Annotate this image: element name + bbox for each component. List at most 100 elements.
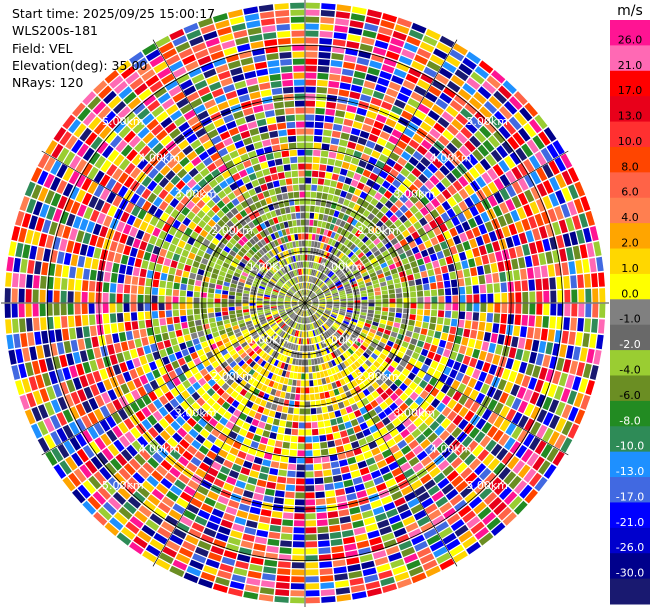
velocity-cell xyxy=(296,471,305,478)
velocity-cell xyxy=(349,263,356,270)
velocity-cell xyxy=(305,303,312,305)
velocity-cell xyxy=(354,360,361,368)
velocity-cell xyxy=(179,290,186,297)
velocity-cell xyxy=(313,463,323,471)
velocity-cell xyxy=(469,116,483,129)
velocity-cell xyxy=(293,527,305,534)
velocity-cell xyxy=(368,493,380,502)
velocity-cell xyxy=(348,570,363,579)
velocity-cell xyxy=(417,79,431,90)
velocity-cell xyxy=(410,297,417,303)
velocity-cell xyxy=(488,364,498,375)
velocity-cell xyxy=(340,370,347,378)
velocity-cell xyxy=(265,445,274,453)
velocity-cell xyxy=(370,198,379,207)
velocity-cell xyxy=(305,590,320,597)
velocity-cell xyxy=(531,339,540,352)
velocity-cell xyxy=(316,192,323,199)
velocity-cell xyxy=(5,319,12,334)
velocity-cell xyxy=(417,370,426,379)
velocity-cell xyxy=(132,238,141,249)
velocity-cell xyxy=(340,300,347,303)
velocity-cell xyxy=(400,134,411,144)
velocity-cell xyxy=(451,168,462,179)
velocity-cell xyxy=(305,301,312,303)
velocity-cell xyxy=(424,151,436,162)
velocity-cell xyxy=(309,292,314,298)
velocity-cell xyxy=(313,314,318,320)
velocity-cell xyxy=(328,262,334,269)
velocity-cell xyxy=(68,278,75,291)
velocity-cell xyxy=(392,369,401,378)
velocity-cell xyxy=(404,162,415,172)
velocity-cell xyxy=(407,173,417,183)
velocity-cell xyxy=(461,158,473,170)
velocity-cell xyxy=(378,365,386,373)
velocity-cell xyxy=(195,280,202,287)
velocity-cell xyxy=(272,454,281,462)
velocity-cell xyxy=(447,263,455,272)
velocity-cell xyxy=(466,294,473,303)
velocity-cell xyxy=(286,385,292,393)
velocity-cell xyxy=(564,303,571,317)
velocity-cell xyxy=(560,153,573,169)
velocity-cell xyxy=(492,205,503,217)
velocity-cell xyxy=(445,376,454,387)
velocity-cell xyxy=(333,350,339,357)
velocity-cell xyxy=(288,350,292,357)
velocity-cell xyxy=(536,183,548,197)
velocity-cell xyxy=(270,461,280,469)
velocity-cell xyxy=(316,291,323,295)
velocity-cell xyxy=(346,105,357,113)
velocity-cell xyxy=(370,342,378,349)
velocity-cell xyxy=(310,284,314,290)
velocity-cell xyxy=(326,305,333,308)
velocity-cell xyxy=(398,55,413,66)
velocity-cell xyxy=(445,303,452,311)
velocity-cell xyxy=(405,249,413,257)
velocity-cell xyxy=(324,291,331,296)
velocity-cell xyxy=(508,96,523,110)
velocity-cell xyxy=(82,232,92,245)
velocity-cell xyxy=(372,550,387,560)
velocity-cell xyxy=(421,497,434,509)
velocity-cell xyxy=(299,310,303,316)
velocity-cell xyxy=(562,233,572,247)
velocity-cell xyxy=(330,247,337,254)
velocity-cell xyxy=(480,294,487,303)
velocity-cell xyxy=(243,591,259,600)
velocity-cell xyxy=(401,445,412,455)
velocity-cell xyxy=(389,194,398,204)
velocity-cell xyxy=(378,107,390,117)
velocity-cell xyxy=(261,384,268,392)
velocity-cell xyxy=(318,309,324,313)
velocity-cell xyxy=(331,468,341,476)
velocity-cell xyxy=(77,255,86,268)
velocity-cell xyxy=(297,345,301,352)
velocity-cell xyxy=(505,184,517,198)
velocity-cell xyxy=(558,372,568,387)
velocity-cell xyxy=(507,136,520,150)
velocity-cell xyxy=(186,290,193,297)
velocity-cell xyxy=(399,86,413,97)
velocity-cell xyxy=(308,317,311,323)
velocity-cell xyxy=(324,115,334,123)
velocity-cell xyxy=(237,553,251,563)
velocity-cell xyxy=(26,274,33,288)
velocity-cell xyxy=(306,275,308,282)
velocity-cell xyxy=(479,435,491,448)
velocity-cell xyxy=(381,180,391,189)
velocity-cell xyxy=(325,426,333,434)
velocity-cell xyxy=(344,486,356,494)
velocity-cell xyxy=(368,295,375,300)
velocity-cell xyxy=(139,268,147,278)
velocity-cell xyxy=(322,287,328,292)
velocity-cell xyxy=(257,177,266,185)
velocity-cell xyxy=(330,352,337,359)
velocity-cell xyxy=(315,350,320,358)
velocity-cell xyxy=(536,198,546,212)
velocity-cell xyxy=(342,214,349,222)
velocity-cell xyxy=(446,208,456,219)
velocity-cell xyxy=(514,480,528,495)
velocity-cell xyxy=(350,388,357,396)
